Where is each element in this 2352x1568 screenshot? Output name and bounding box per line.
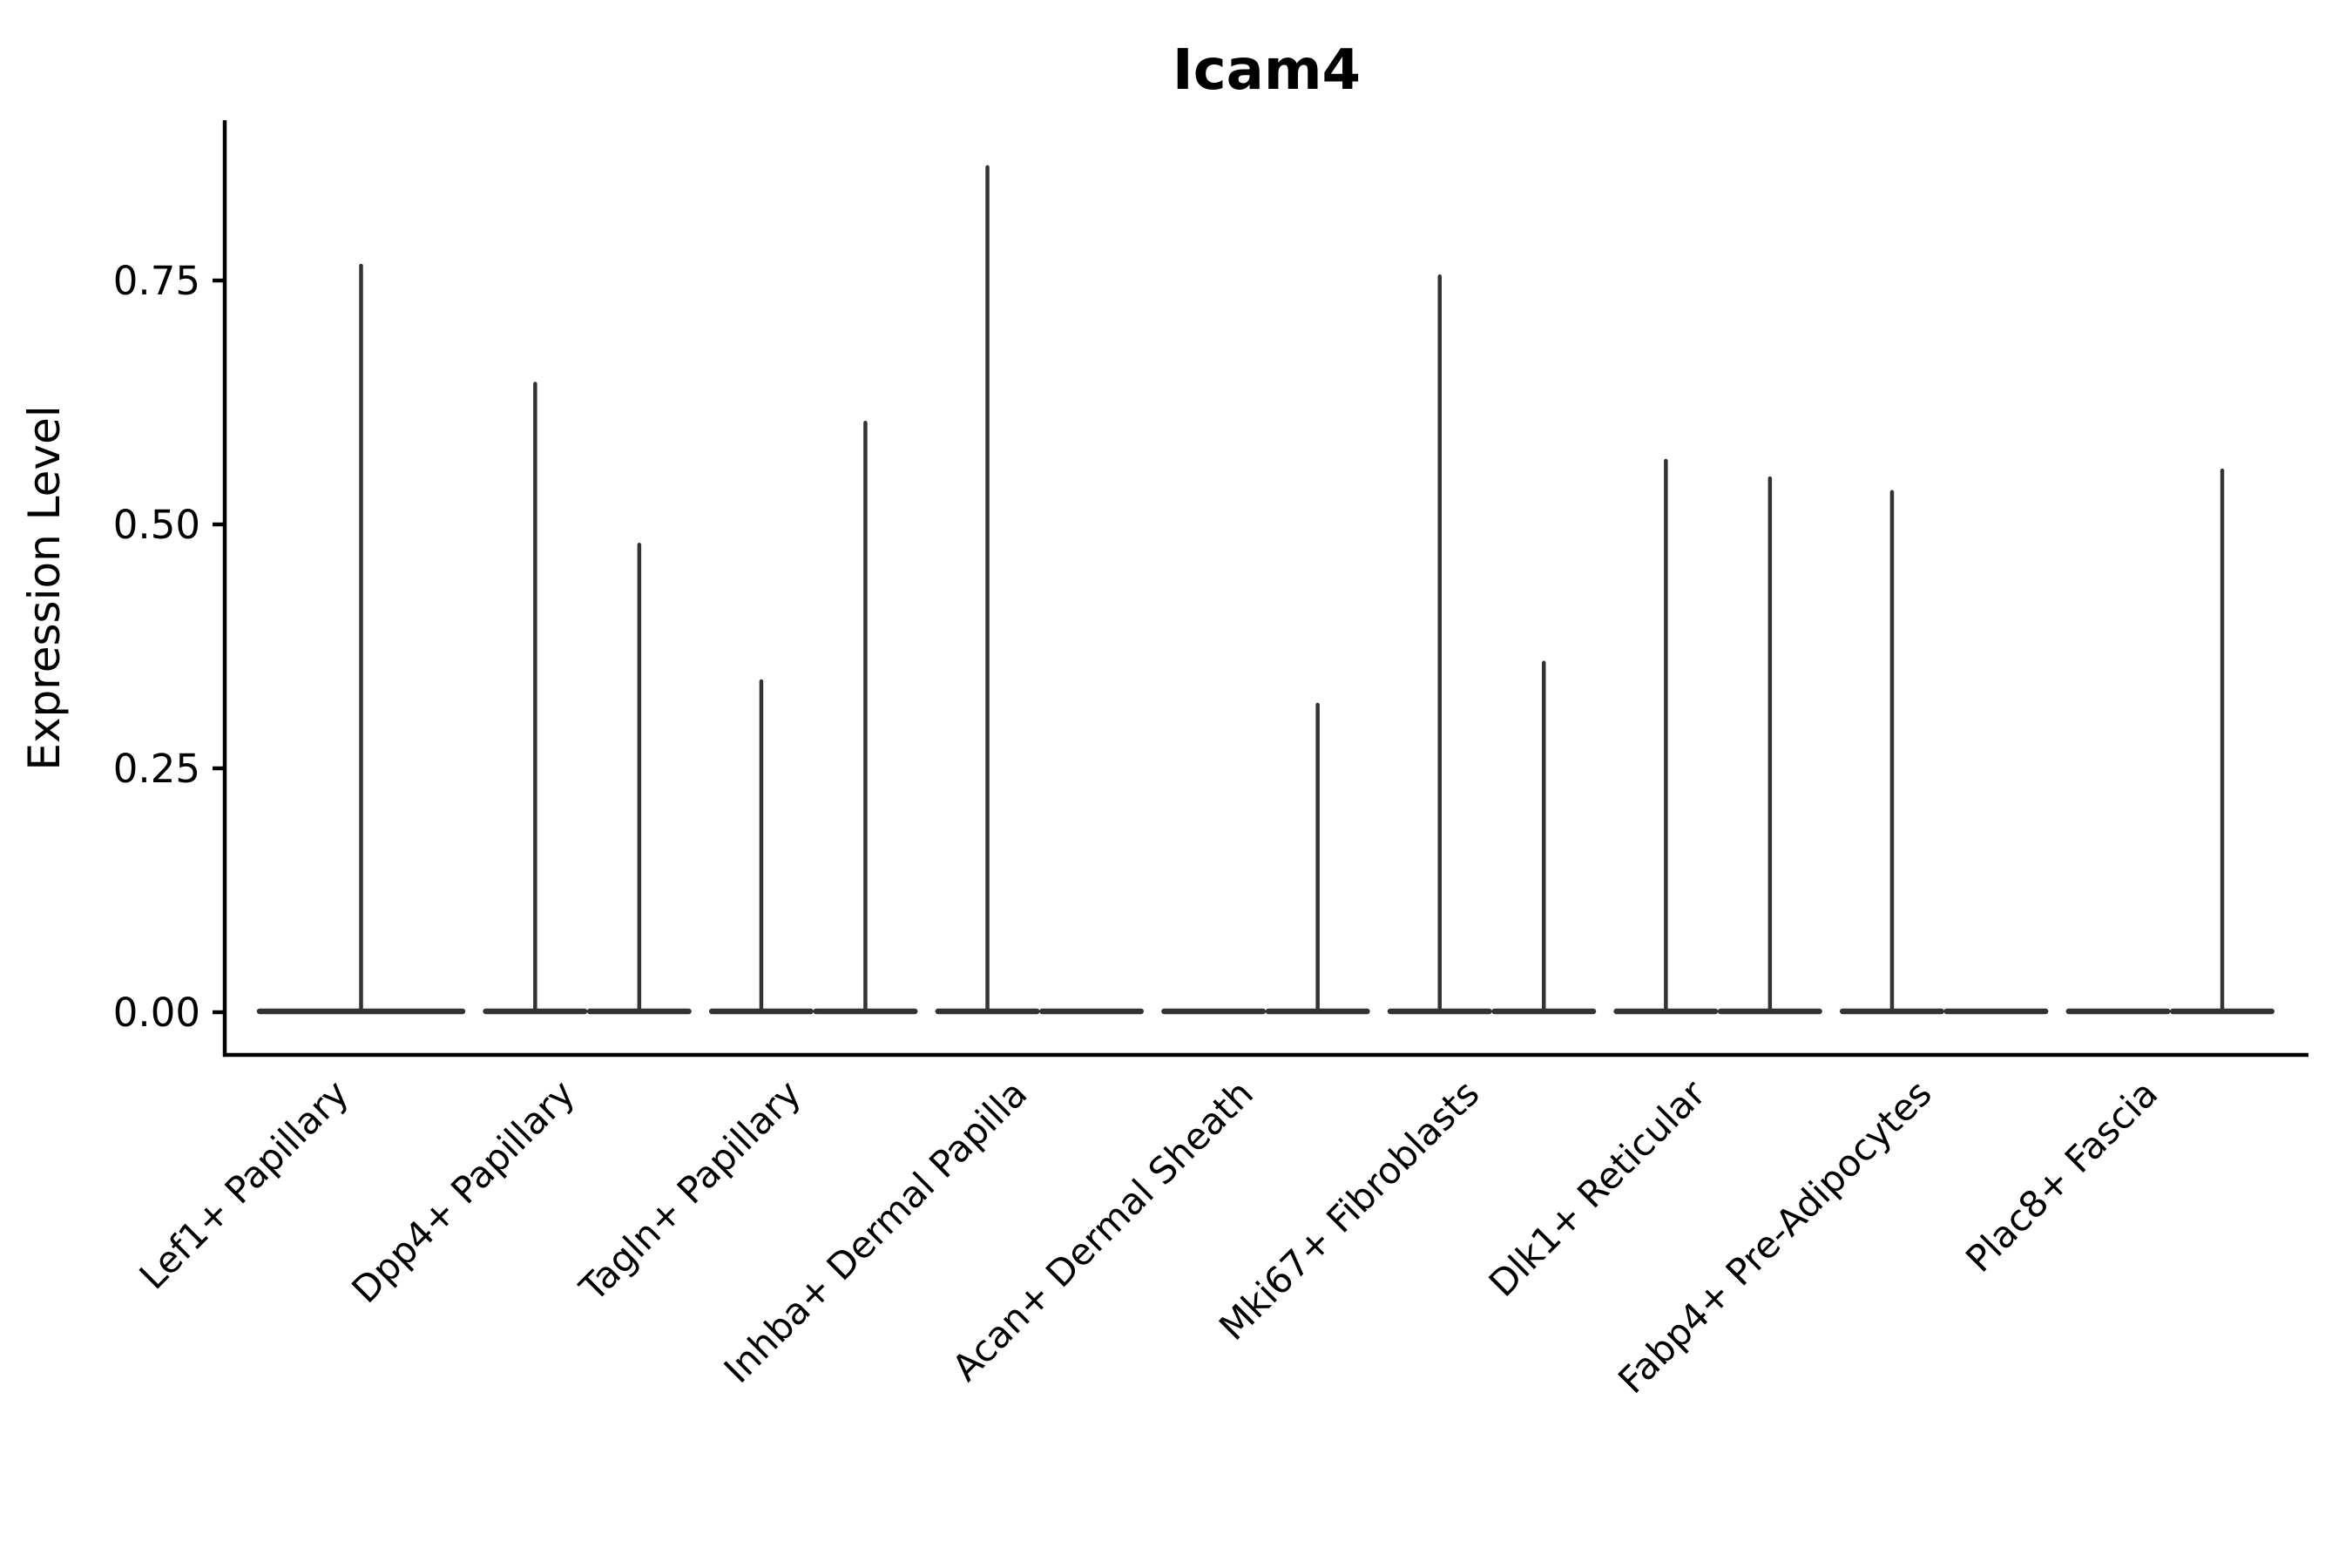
x-category-label: Mki67+ Fibroblasts	[1211, 1071, 1487, 1348]
axes	[222, 120, 2308, 1058]
x-category-label: Dlk1+ Reticular	[1481, 1071, 1714, 1305]
y-tick-label: 0.50	[113, 502, 200, 548]
chart-title: Icam4	[1173, 38, 1361, 103]
y-tick-label: 0.25	[113, 746, 200, 792]
x-category-label: Dpp4+ Papillary	[343, 1071, 583, 1311]
y-axis-label: Expression Level	[19, 405, 70, 770]
y-tick-label: 0.75	[113, 258, 200, 304]
x-category-label: Plac8+ Fascia	[1957, 1071, 2166, 1280]
y-axis-ticks: 0.00 0.25 0.50 0.75	[113, 258, 225, 1036]
x-category-label: Tagln+ Papillary	[571, 1071, 808, 1309]
y-tick-label: 0.00	[113, 990, 200, 1036]
violin-series	[256, 165, 2275, 1015]
x-category-label: Lef1+ Papillary	[132, 1071, 357, 1297]
